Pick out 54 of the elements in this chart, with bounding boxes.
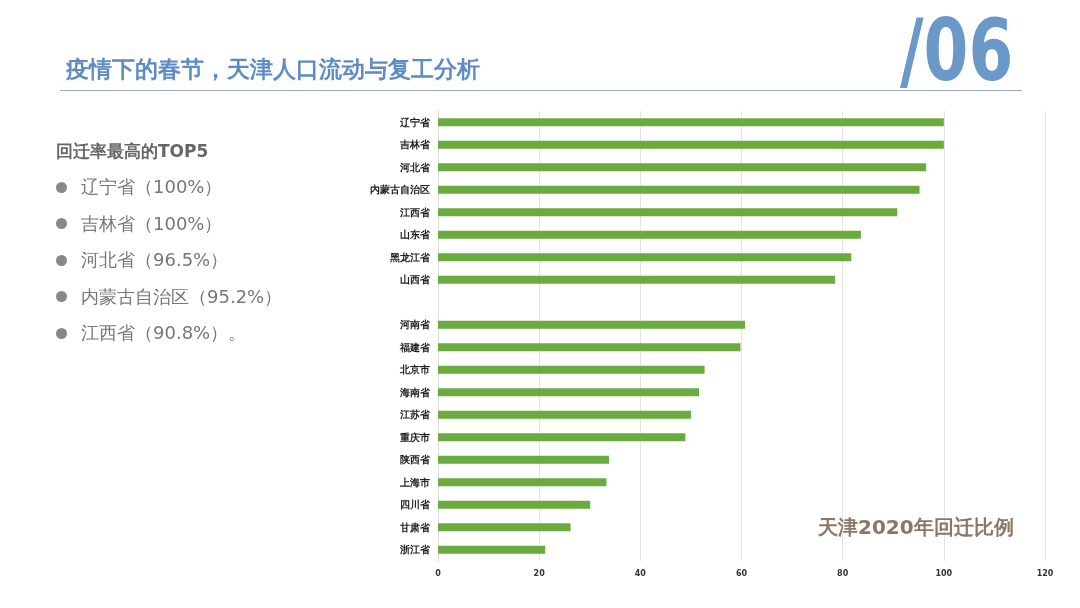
- y-tick-label: 河南省: [399, 319, 431, 331]
- chart-title: 疫情下的春节，天津人口流动与复工分析: [66, 55, 480, 84]
- x-tick-label: 120: [1036, 568, 1054, 578]
- y-tick-label: 福建省: [399, 341, 431, 353]
- text: 江西省（90.8%）。: [81, 321, 247, 345]
- bar: [438, 118, 944, 127]
- bar: [438, 523, 571, 532]
- bar: [438, 230, 861, 239]
- bar: [438, 410, 691, 419]
- bar: [438, 455, 609, 464]
- bar: [438, 208, 898, 217]
- y-tick-label: 黑龙江省: [389, 251, 431, 263]
- bar: [438, 433, 686, 442]
- bar: [438, 343, 741, 352]
- text: 河北省（96.5%）: [81, 248, 229, 272]
- y-tick-label: 甘肃省: [399, 521, 431, 533]
- y-tick-label: 重庆市: [399, 431, 430, 443]
- y-tick-label: 海南省: [399, 386, 431, 398]
- y-tick-label: 四川省: [400, 499, 431, 511]
- bar: [438, 253, 852, 262]
- bar: [438, 140, 944, 149]
- y-tick-label: 吉林省: [399, 139, 431, 151]
- bar: [438, 545, 546, 554]
- y-tick-label: 江西省: [399, 206, 431, 218]
- text: 内蒙古自治区（95.2%）: [81, 284, 283, 309]
- bar: [438, 275, 836, 284]
- bar: [438, 365, 705, 374]
- x-tick-label: 100: [935, 568, 953, 578]
- y-tick-label: 辽宁省: [399, 116, 431, 128]
- x-tick-label: 0: [435, 568, 442, 578]
- bar: [438, 500, 591, 509]
- text: 辽宁省（100%）: [81, 175, 223, 199]
- y-tick-label: 河北省: [399, 161, 431, 173]
- y-tick-label: 江苏省: [399, 409, 431, 421]
- x-tick-label: 80: [837, 568, 849, 578]
- y-tick-label: 山东省: [400, 229, 431, 241]
- bar: [438, 163, 927, 172]
- text: /06: [900, 0, 1014, 100]
- y-tick-label: 浙江省: [399, 544, 431, 556]
- text: 回迁率最高的TOP5: [56, 140, 209, 163]
- x-tick-label: 40: [634, 568, 647, 578]
- annotation: 天津2020年回迁比例: [818, 514, 1014, 541]
- text: 吉林省（100%）: [81, 211, 223, 236]
- bar: [438, 185, 920, 194]
- y-tick-label: 山西省: [400, 274, 431, 286]
- y-tick-label: 内蒙古自治区: [370, 184, 430, 196]
- bar: [438, 388, 700, 397]
- y-tick-label: 北京市: [399, 364, 430, 376]
- bar: [438, 320, 746, 329]
- bar: [438, 478, 607, 487]
- x-tick-label: 20: [533, 568, 546, 578]
- y-tick-label: 上海市: [399, 476, 430, 488]
- x-tick-label: 60: [735, 568, 748, 578]
- y-tick-label: 陕西省: [400, 454, 431, 466]
